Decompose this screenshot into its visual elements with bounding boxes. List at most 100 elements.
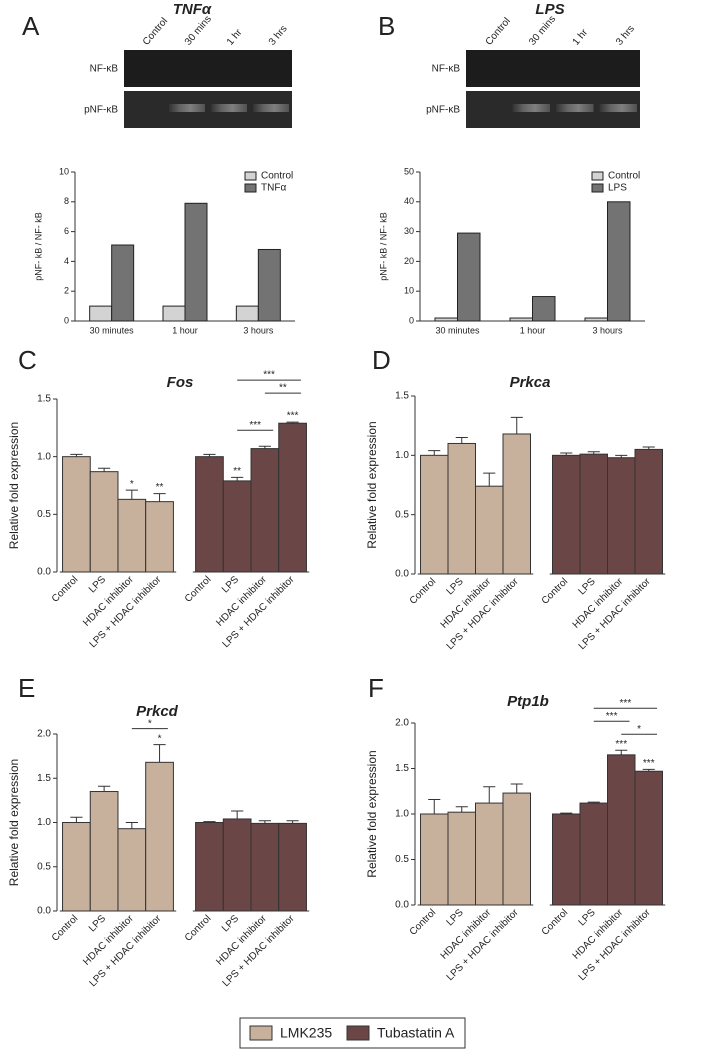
bar xyxy=(420,454,449,575)
error-bar xyxy=(286,421,299,424)
error-bar xyxy=(615,454,628,458)
y-tick-label: 10 xyxy=(404,286,414,296)
y-tick-label: 8 xyxy=(64,196,69,206)
blot-band xyxy=(556,104,594,112)
bar xyxy=(184,202,208,322)
y-tick-label: 1.5 xyxy=(395,763,409,774)
bar xyxy=(420,813,449,906)
x-tick-label: LPS xyxy=(445,907,466,928)
error-bar xyxy=(587,801,600,804)
significance-star: *** xyxy=(615,739,627,750)
error-bar xyxy=(560,812,573,814)
y-tick-label: 0.5 xyxy=(37,509,51,520)
error-bar xyxy=(428,798,441,814)
y-tick-label: 1.5 xyxy=(395,391,409,402)
bar xyxy=(250,822,280,912)
blot-lane-label: Control xyxy=(484,16,513,48)
bar xyxy=(117,828,147,912)
blot-band xyxy=(512,104,550,112)
significance-star: * xyxy=(130,479,134,490)
blot-row-label: NF-κB xyxy=(432,64,461,75)
legend-label: Control xyxy=(261,171,293,182)
bar xyxy=(278,422,307,573)
bar xyxy=(607,201,631,322)
y-tick-label: 4 xyxy=(64,256,69,266)
significance-label: *** xyxy=(620,698,632,709)
bar xyxy=(502,792,531,906)
legend-label: Control xyxy=(608,171,640,182)
error-bar xyxy=(203,821,216,823)
y-axis-label: pNF- kB / NF- kB xyxy=(378,212,388,281)
error-bar xyxy=(98,467,111,472)
bar xyxy=(117,498,147,573)
x-tick-label: Control xyxy=(540,907,571,938)
legend-swatch xyxy=(249,1025,273,1041)
bar xyxy=(222,818,252,912)
panel-letter: C xyxy=(18,345,37,375)
panel-letter: B xyxy=(378,11,395,41)
y-tick-label: 0.5 xyxy=(395,854,409,865)
x-tick-label: Control xyxy=(540,576,571,607)
error-bar xyxy=(125,822,138,829)
bar xyxy=(434,317,458,322)
significance-star: *** xyxy=(643,758,655,769)
y-axis-label: pNF- kB / NF- kB xyxy=(33,212,43,281)
significance-label: *** xyxy=(249,420,261,431)
bar xyxy=(502,433,531,575)
x-tick-label: 1 hour xyxy=(520,325,546,335)
blot-row-label: NF-κB xyxy=(90,64,119,75)
y-tick-label: 0.0 xyxy=(37,906,51,917)
error-bar xyxy=(642,446,655,450)
bar xyxy=(145,501,174,573)
x-tick-label: 30 minutes xyxy=(90,325,135,335)
panel-title: Prkca xyxy=(510,374,551,391)
blot-row-label: pNF-κB xyxy=(426,105,460,116)
blot-lane-label: 1 hr xyxy=(225,27,245,48)
bar xyxy=(532,296,556,322)
error-bar xyxy=(231,476,244,481)
bar xyxy=(195,456,224,573)
y-axis-label: Relative fold expression xyxy=(365,750,379,877)
blot-band xyxy=(169,104,205,112)
bar xyxy=(584,317,608,322)
error-bar xyxy=(125,489,138,500)
bar xyxy=(62,456,91,573)
legend-swatch xyxy=(244,183,257,193)
y-tick-label: 0.0 xyxy=(395,900,409,911)
error-bar xyxy=(587,451,600,455)
legend-swatch xyxy=(591,183,604,193)
x-tick-label: LPS xyxy=(220,913,241,934)
panel-title: TNFα xyxy=(173,1,212,18)
y-tick-label: 2.0 xyxy=(395,718,409,729)
bar xyxy=(235,305,259,322)
error-bar xyxy=(153,493,166,502)
x-tick-label: Control xyxy=(183,913,214,944)
bar xyxy=(62,822,91,912)
y-tick-label: 0 xyxy=(409,315,414,325)
error-bar xyxy=(560,452,573,456)
y-tick-label: 40 xyxy=(404,196,414,206)
blot-row-label: pNF-κB xyxy=(84,105,118,116)
bar xyxy=(195,822,224,912)
bar xyxy=(447,811,476,906)
significance-label: *** xyxy=(263,370,275,381)
error-bar xyxy=(98,785,111,792)
blot-background xyxy=(466,50,640,87)
panel-title: LPS xyxy=(535,1,564,18)
error-bar xyxy=(483,786,496,804)
error-bar xyxy=(455,437,468,444)
bar xyxy=(257,248,281,322)
panel-title: Fos xyxy=(167,374,194,391)
bar xyxy=(509,317,533,322)
error-bar xyxy=(510,416,523,434)
y-tick-label: 10 xyxy=(59,166,69,176)
significance-label: ** xyxy=(279,383,287,394)
x-tick-label: LPS xyxy=(577,907,598,928)
bar xyxy=(111,244,135,322)
blot-lane-label: 30 mins xyxy=(183,14,214,48)
significance-label: * xyxy=(637,724,641,735)
x-tick-label: Control xyxy=(50,574,81,605)
error-bar xyxy=(153,744,166,763)
error-bar xyxy=(231,810,244,819)
error-bar xyxy=(203,453,216,457)
